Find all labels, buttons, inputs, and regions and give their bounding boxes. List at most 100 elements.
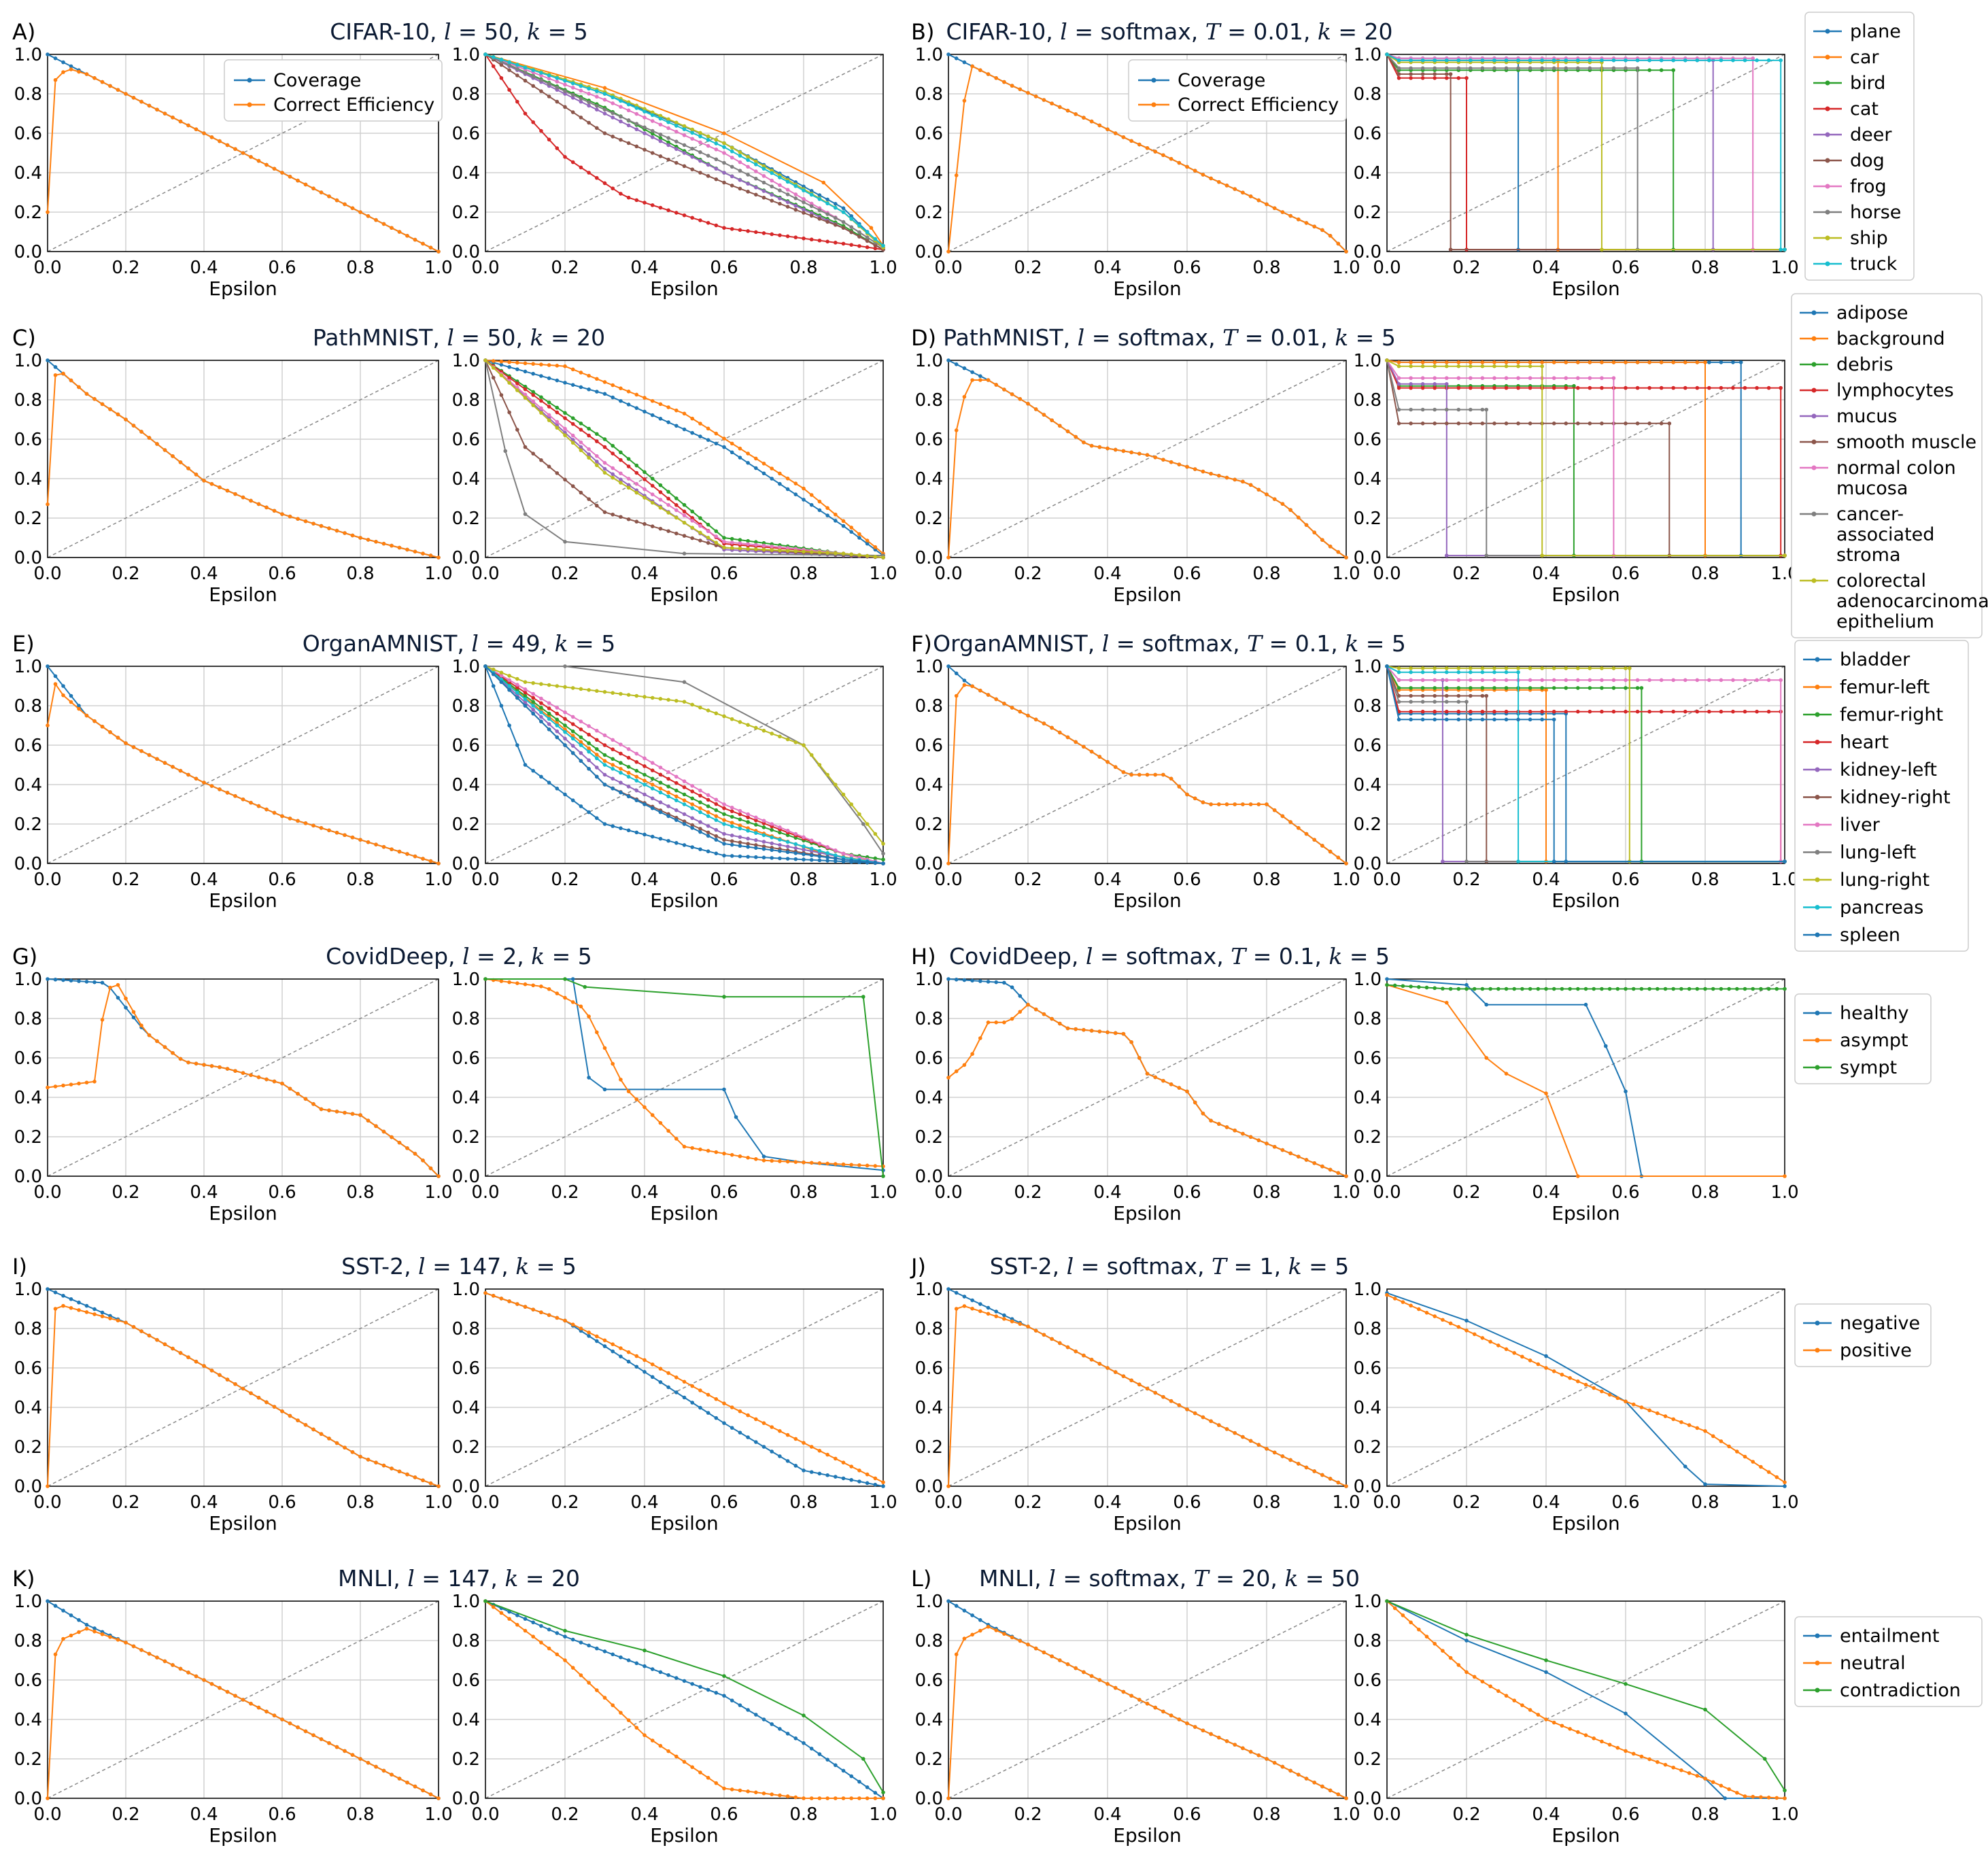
series-point xyxy=(595,89,599,93)
series-point xyxy=(978,1302,982,1306)
x-tick-label: 0.8 xyxy=(1691,564,1719,584)
class-curve xyxy=(483,1599,885,1795)
series-point xyxy=(746,547,750,551)
series-point xyxy=(834,216,838,220)
series-point xyxy=(1659,385,1664,390)
series-point xyxy=(1050,101,1054,106)
series-point xyxy=(1113,765,1118,769)
series-point xyxy=(563,1634,567,1639)
series-point xyxy=(841,210,846,214)
series-point xyxy=(698,1685,702,1689)
series-point xyxy=(738,228,742,233)
series-point xyxy=(374,1460,378,1464)
y-tick-label: 0.2 xyxy=(915,814,943,835)
x-tick-label: 1.0 xyxy=(1770,1182,1798,1203)
series-point xyxy=(1711,987,1715,991)
series-point xyxy=(1304,1158,1309,1162)
series-point xyxy=(327,526,331,530)
x-tick-label: 0.4 xyxy=(1093,870,1121,890)
series-point xyxy=(1420,678,1425,683)
legend-label: deer xyxy=(1850,124,1892,145)
series-point xyxy=(986,693,991,697)
series-point xyxy=(280,171,284,175)
series-point xyxy=(738,1788,742,1793)
series-point xyxy=(602,1046,607,1050)
panel-letter: E) xyxy=(12,631,35,657)
series-point xyxy=(778,830,782,835)
series-point xyxy=(738,538,742,542)
series-point xyxy=(595,175,599,180)
series-point xyxy=(714,798,719,802)
series-point xyxy=(374,1764,378,1769)
x-tick-label: 0.6 xyxy=(268,1182,296,1203)
x-tick-label: 0.0 xyxy=(1373,870,1401,890)
series-point xyxy=(1280,1764,1285,1769)
series-point xyxy=(785,1459,790,1463)
class-curve xyxy=(1385,664,1787,863)
series-point xyxy=(825,1452,829,1457)
series-point xyxy=(579,422,583,426)
series-point xyxy=(674,160,679,165)
series-point xyxy=(358,1113,362,1117)
series-point xyxy=(666,136,670,140)
y-tick-label: 1.0 xyxy=(915,970,943,990)
series-point xyxy=(785,1433,790,1437)
series-point xyxy=(587,433,591,438)
series-point xyxy=(857,223,861,228)
series-point xyxy=(770,171,774,175)
series-point xyxy=(374,1124,378,1129)
series-point xyxy=(523,700,528,704)
series-point xyxy=(570,160,575,165)
series-point xyxy=(746,461,750,465)
D-class-axes: 0.00.00.20.20.40.40.60.60.80.81.01.0Epsi… xyxy=(1354,351,1799,606)
class-curve xyxy=(1385,52,1787,252)
series-point xyxy=(1635,422,1640,426)
series-point xyxy=(802,188,806,192)
x-tick-label: 1.0 xyxy=(424,870,452,890)
series-point xyxy=(570,715,575,719)
series-point xyxy=(413,237,417,242)
series-point xyxy=(706,814,710,819)
x-tick-label: 0.0 xyxy=(934,1182,962,1203)
series-point xyxy=(1492,385,1496,390)
series-point xyxy=(1448,72,1453,76)
y-tick-label: 0.2 xyxy=(915,509,943,529)
series-point xyxy=(523,384,528,389)
series-point xyxy=(682,427,687,432)
series-point xyxy=(1751,987,1755,991)
series-point xyxy=(722,842,726,846)
series-point xyxy=(69,1297,73,1301)
series-point xyxy=(579,759,583,763)
legend-label: lung-right xyxy=(1840,870,1930,891)
series-point xyxy=(1751,1460,1755,1464)
series-point xyxy=(311,823,315,828)
series-point xyxy=(1731,678,1735,683)
series-point xyxy=(1444,376,1449,380)
legend-marker xyxy=(1825,132,1830,137)
series-point xyxy=(611,383,615,388)
series-point xyxy=(619,1354,623,1358)
series-point xyxy=(303,519,308,524)
series-point xyxy=(738,1409,742,1413)
series-point xyxy=(1568,1375,1572,1380)
series-point xyxy=(873,555,878,559)
series-point xyxy=(1512,1351,1516,1355)
series-point xyxy=(288,1086,292,1091)
series-point xyxy=(754,176,758,181)
series-point xyxy=(626,123,631,128)
x-tick-label: 1.0 xyxy=(1770,1804,1798,1825)
series-point xyxy=(1248,802,1253,806)
series-point xyxy=(986,72,991,76)
series-point xyxy=(873,1164,878,1168)
series-point xyxy=(77,1308,81,1312)
x-tick-label: 0.8 xyxy=(1252,258,1280,278)
series-point xyxy=(1743,709,1747,714)
x-tick-label: 0.8 xyxy=(346,258,374,278)
series-point xyxy=(1484,553,1489,558)
series-point xyxy=(515,688,519,692)
y-tick-label: 0.0 xyxy=(1354,242,1382,262)
series-point xyxy=(714,1691,719,1695)
series-point xyxy=(986,980,991,984)
x-tick-label: 0.4 xyxy=(190,1804,218,1825)
axes-frame xyxy=(485,54,884,252)
